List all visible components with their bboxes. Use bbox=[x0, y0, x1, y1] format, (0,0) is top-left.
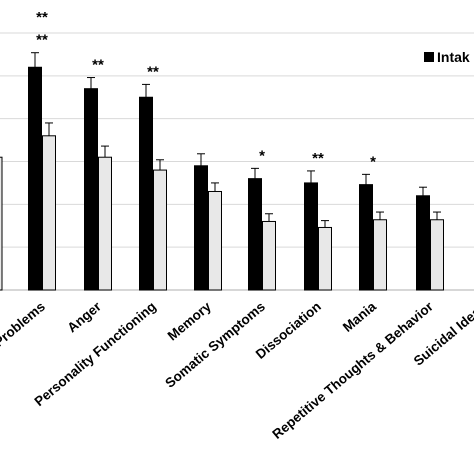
significance-marker: ** bbox=[92, 57, 104, 74]
bar-offscreen-partial bbox=[0, 156, 3, 291]
category-label: Somatic Symptoms bbox=[162, 299, 268, 391]
significance-markers: **** *** ** *** bbox=[36, 9, 376, 170]
bar-series2-1 bbox=[98, 156, 112, 291]
bar-intake-3 bbox=[194, 165, 208, 291]
bar-intake-7 bbox=[416, 195, 430, 291]
bar-series2-2 bbox=[153, 169, 167, 291]
legend-label-intake: Intak bbox=[437, 49, 470, 65]
bar-series2-7 bbox=[430, 219, 444, 291]
significance-marker-top: ** bbox=[36, 9, 48, 26]
bars bbox=[0, 52, 444, 291]
gridlines bbox=[0, 32, 474, 291]
legend-swatch-intake bbox=[424, 52, 434, 62]
significance-marker: ** bbox=[312, 150, 324, 167]
category-label: Memory bbox=[165, 298, 215, 343]
bar-intake-4 bbox=[248, 178, 262, 291]
legend: Intak bbox=[424, 49, 470, 65]
bar-intake-5 bbox=[304, 182, 318, 291]
significance-marker: * bbox=[259, 147, 265, 164]
bar-intake-1 bbox=[84, 88, 98, 291]
category-label: Mania bbox=[340, 298, 379, 334]
significance-marker: ** bbox=[147, 63, 159, 80]
bar-series2-3 bbox=[208, 190, 222, 291]
bar-series2-6 bbox=[373, 219, 387, 291]
bar-series2-0 bbox=[42, 135, 56, 291]
category-label: Anger bbox=[64, 298, 104, 335]
bar-intake-0 bbox=[28, 66, 42, 291]
bar-series2-5 bbox=[318, 226, 332, 291]
bar-intake-6 bbox=[359, 184, 373, 291]
category-label: Problems bbox=[0, 299, 48, 350]
significance-marker: * bbox=[370, 153, 376, 170]
bar-intake-2 bbox=[139, 96, 153, 291]
significance-marker: ** bbox=[36, 32, 48, 49]
bar-series2-4 bbox=[262, 220, 276, 291]
